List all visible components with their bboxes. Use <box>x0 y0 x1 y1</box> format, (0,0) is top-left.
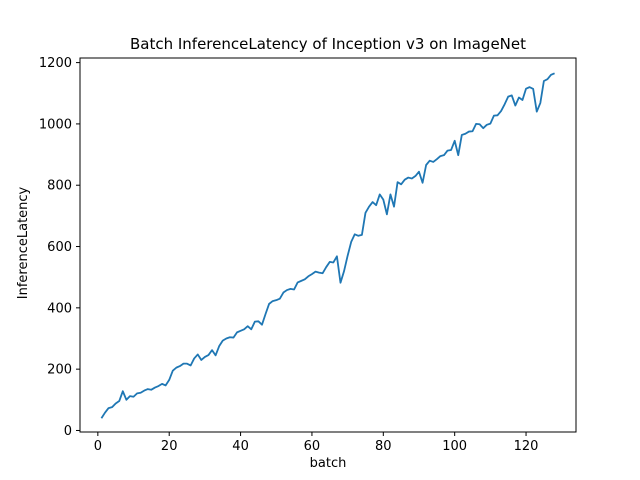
y-tick-label: 400 <box>47 301 72 316</box>
x-tick-label: 60 <box>304 439 321 454</box>
x-tick-label: 0 <box>94 439 102 454</box>
y-tick-label: 800 <box>47 179 72 194</box>
x-tick-label: 40 <box>232 439 249 454</box>
y-tick-label: 600 <box>47 240 72 255</box>
x-tick-label: 80 <box>375 439 392 454</box>
y-tick-label: 200 <box>47 363 72 378</box>
series-line-0 <box>100 72 555 419</box>
axes-frame <box>79 57 577 433</box>
y-tick-label: 1000 <box>39 117 72 132</box>
x-tick-label: 100 <box>442 439 467 454</box>
y-tick-label: 1200 <box>39 56 72 71</box>
x-tick-label: 20 <box>161 439 178 454</box>
y-axis-label: InferenceLatency <box>16 186 31 299</box>
chart-title: Batch InferenceLatency of Inception v3 o… <box>130 35 526 53</box>
x-axis-label: batch <box>310 456 347 471</box>
y-tick-label: 0 <box>64 424 72 439</box>
x-tick-label: 120 <box>514 439 539 454</box>
